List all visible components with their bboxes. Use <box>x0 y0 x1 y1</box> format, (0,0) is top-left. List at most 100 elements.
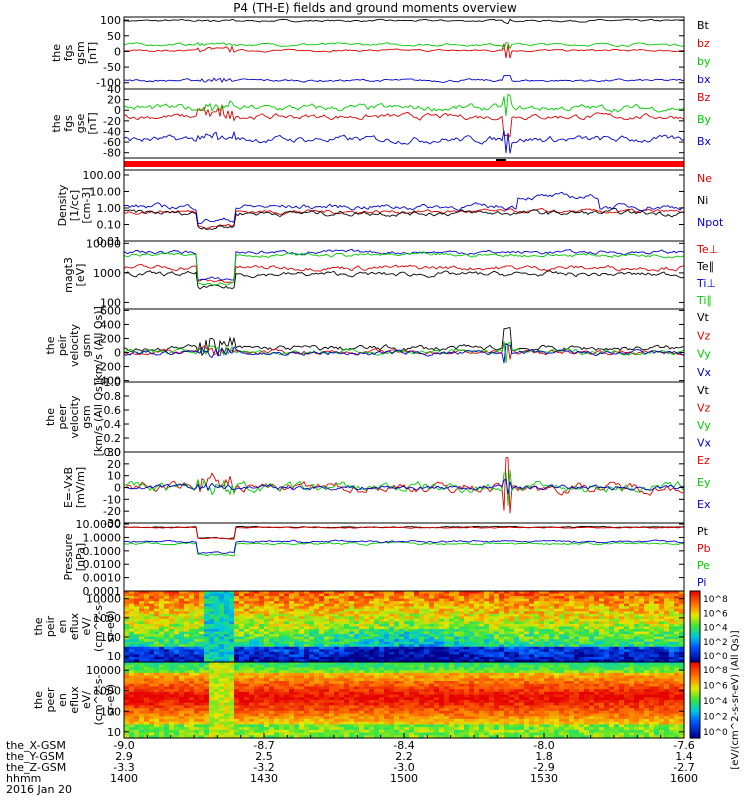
heatmap-cell <box>314 623 320 628</box>
heatmap-cell <box>649 591 655 595</box>
heatmap-cell <box>284 710 290 715</box>
heatmap-cell <box>524 644 530 648</box>
heatmap-cell <box>279 649 285 653</box>
heatmap-cell <box>309 697 315 701</box>
heatmap-cell <box>209 649 215 653</box>
heatmap-cell <box>369 618 375 623</box>
heatmap-cell <box>154 719 160 723</box>
heatmap-cell <box>394 606 400 610</box>
heatmap-cell <box>384 626 390 630</box>
heatmap-cell <box>204 654 210 658</box>
heatmap-cell <box>334 686 340 690</box>
heatmap-cell <box>279 651 285 655</box>
heatmap-cell <box>514 644 520 648</box>
heatmap-cell <box>434 611 440 615</box>
heatmap-cell <box>169 683 175 688</box>
heatmap-cell <box>349 646 355 650</box>
heatmap-cell <box>389 691 395 696</box>
heatmap-cell <box>229 724 235 728</box>
heatmap-cell <box>389 700 395 704</box>
heatmap-cell <box>354 601 360 605</box>
heatmap-cell <box>614 608 620 612</box>
heatmap-cell <box>214 629 220 633</box>
heatmap-cell <box>314 621 320 625</box>
heatmap-cell <box>479 611 485 615</box>
heatmap-cell <box>294 646 300 650</box>
heatmap-cell <box>129 702 135 707</box>
heatmap-cell <box>334 713 340 717</box>
heatmap-cell <box>224 656 230 661</box>
heatmap-cell <box>194 646 200 650</box>
heatmap-cell <box>254 641 260 645</box>
heatmap-cell <box>509 629 515 633</box>
heatmap-cell <box>364 705 370 709</box>
heatmap-cell <box>489 639 495 643</box>
heatmap-cell <box>224 646 230 650</box>
y-axis-label: eflux <box>68 612 81 640</box>
heatmap-cell <box>174 646 180 650</box>
heatmap-cell <box>214 732 220 736</box>
heatmap-cell <box>519 591 525 595</box>
heatmap-cell <box>139 596 145 600</box>
heatmap-cell <box>149 646 155 650</box>
heatmap-cell <box>549 634 555 638</box>
heatmap-cell <box>579 593 585 597</box>
heatmap-cell <box>389 659 395 663</box>
heatmap-cell <box>644 591 650 595</box>
heatmap-cell <box>624 639 630 643</box>
heatmap-cell <box>279 672 285 677</box>
heatmap-cell <box>544 636 550 640</box>
heatmap-cell <box>189 641 195 645</box>
heatmap-cell <box>619 659 625 663</box>
heatmap-cell <box>584 621 590 625</box>
heatmap-cell <box>184 626 190 630</box>
heatmap-cell <box>389 618 395 623</box>
heatmap-cell <box>209 694 215 698</box>
heatmap-cell <box>344 721 350 726</box>
heatmap-cell <box>174 606 180 610</box>
heatmap-cell <box>144 705 150 709</box>
heatmap-cell <box>129 705 135 709</box>
heatmap-cell <box>674 596 680 600</box>
heatmap-cell <box>254 639 260 643</box>
heatmap-cell <box>239 659 245 663</box>
heatmap-cell <box>404 710 410 715</box>
heatmap-cell <box>309 608 315 612</box>
heatmap-cell <box>349 675 355 679</box>
heatmap-cell <box>154 626 160 630</box>
heatmap-cell <box>279 644 285 648</box>
heatmap-cell <box>274 729 280 734</box>
heatmap-cell <box>224 694 230 698</box>
heatmap-cell <box>374 659 380 663</box>
heatmap-cell <box>574 626 580 630</box>
heatmap-cell <box>499 656 505 661</box>
heatmap-cell <box>399 656 405 661</box>
heatmap-cell <box>354 697 360 701</box>
heatmap-cell <box>659 641 665 645</box>
heatmap-cell <box>589 651 595 655</box>
heatmap-cell <box>589 636 595 640</box>
heatmap-cell <box>194 611 200 615</box>
heatmap-cell <box>184 591 190 595</box>
heatmap-cell <box>159 621 165 625</box>
heatmap-cell <box>539 656 545 661</box>
heatmap-cell <box>629 593 635 597</box>
heatmap-cell <box>154 662 160 666</box>
heatmap-cell <box>234 691 240 696</box>
heatmap-cell <box>399 646 405 650</box>
heatmap-cell <box>399 716 405 720</box>
heatmap-cell <box>464 613 470 617</box>
heatmap-cell <box>374 697 380 701</box>
heatmap-cell <box>464 629 470 633</box>
heatmap-cell <box>404 621 410 625</box>
heatmap-cell <box>294 618 300 623</box>
heatmap-cell <box>299 601 305 605</box>
heatmap-cell <box>174 629 180 633</box>
heatmap-cell <box>384 700 390 704</box>
y-axis-label: E=-VxB <box>62 467 75 508</box>
heatmap-cell <box>319 719 325 723</box>
heatmap-cell <box>669 618 675 623</box>
heatmap-cell <box>189 664 195 669</box>
heatmap-cell <box>614 616 620 620</box>
heatmap-cell <box>144 654 150 658</box>
